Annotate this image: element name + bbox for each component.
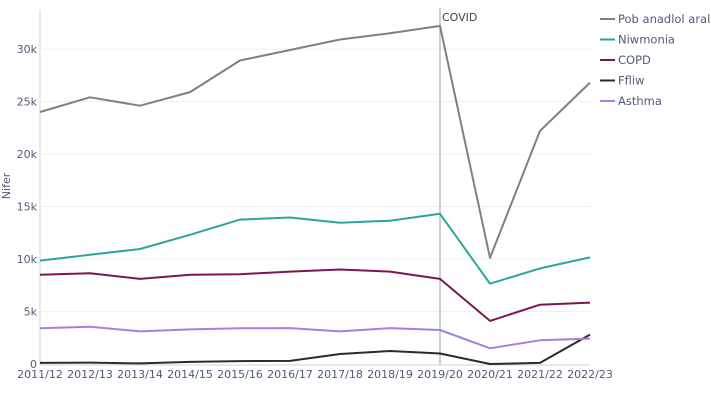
x-axis-ticks: 2011/12 2012/13 2013/14 2014/15 2015/16 2016/… bbox=[17, 368, 613, 381]
x-tick-label: 2020/21 bbox=[467, 368, 513, 381]
legend-label: Niwmonia bbox=[618, 33, 675, 47]
y-tick-label: 15k bbox=[17, 201, 38, 214]
y-tick-label: 5k bbox=[24, 306, 38, 319]
covid-annotation: COVID bbox=[442, 11, 477, 24]
y-tick-label: 10k bbox=[17, 253, 38, 266]
legend-label: COPD bbox=[618, 53, 651, 67]
y-axis-title: Nifer bbox=[0, 172, 13, 199]
x-tick-label: 2022/23 bbox=[567, 368, 613, 381]
series-lines bbox=[39, 24, 591, 365]
y-tick-label: 30k bbox=[17, 43, 38, 56]
y-tick-label: 0 bbox=[30, 358, 37, 371]
series-line-niwmonia bbox=[39, 212, 591, 285]
x-tick-label: 2018/19 bbox=[367, 368, 413, 381]
gridlines bbox=[40, 48, 590, 312]
legend-label: Pob anadlol arall bbox=[618, 12, 711, 26]
series-line-asthma bbox=[39, 325, 591, 350]
x-tick-label: 2013/14 bbox=[117, 368, 163, 381]
legend: Pob anadlol arall Niwmonia COPD Ffliw Asthma bbox=[600, 12, 711, 108]
y-tick-label: 25k bbox=[17, 96, 38, 109]
y-tick-label: 20k bbox=[17, 148, 38, 161]
series-line-pob-anadlol-arall bbox=[39, 24, 591, 259]
x-tick-label: 2014/15 bbox=[167, 368, 213, 381]
x-tick-label: 2017/18 bbox=[317, 368, 363, 381]
series-line-ffliw bbox=[39, 333, 591, 365]
x-tick-label: 2011/12 bbox=[17, 368, 63, 381]
series-line-copd bbox=[39, 268, 591, 322]
x-tick-label: 2019/20 bbox=[417, 368, 463, 381]
y-axis-ticks: 0 5k 10k 15k 20k 25k 30k bbox=[17, 43, 38, 371]
x-tick-label: 2012/13 bbox=[67, 368, 113, 381]
legend-label: Asthma bbox=[618, 94, 662, 108]
legend-label: Ffliw bbox=[618, 74, 644, 88]
x-tick-label: 2021/22 bbox=[517, 368, 563, 381]
x-tick-label: 2015/16 bbox=[217, 368, 263, 381]
x-tick-label: 2016/17 bbox=[267, 368, 313, 381]
